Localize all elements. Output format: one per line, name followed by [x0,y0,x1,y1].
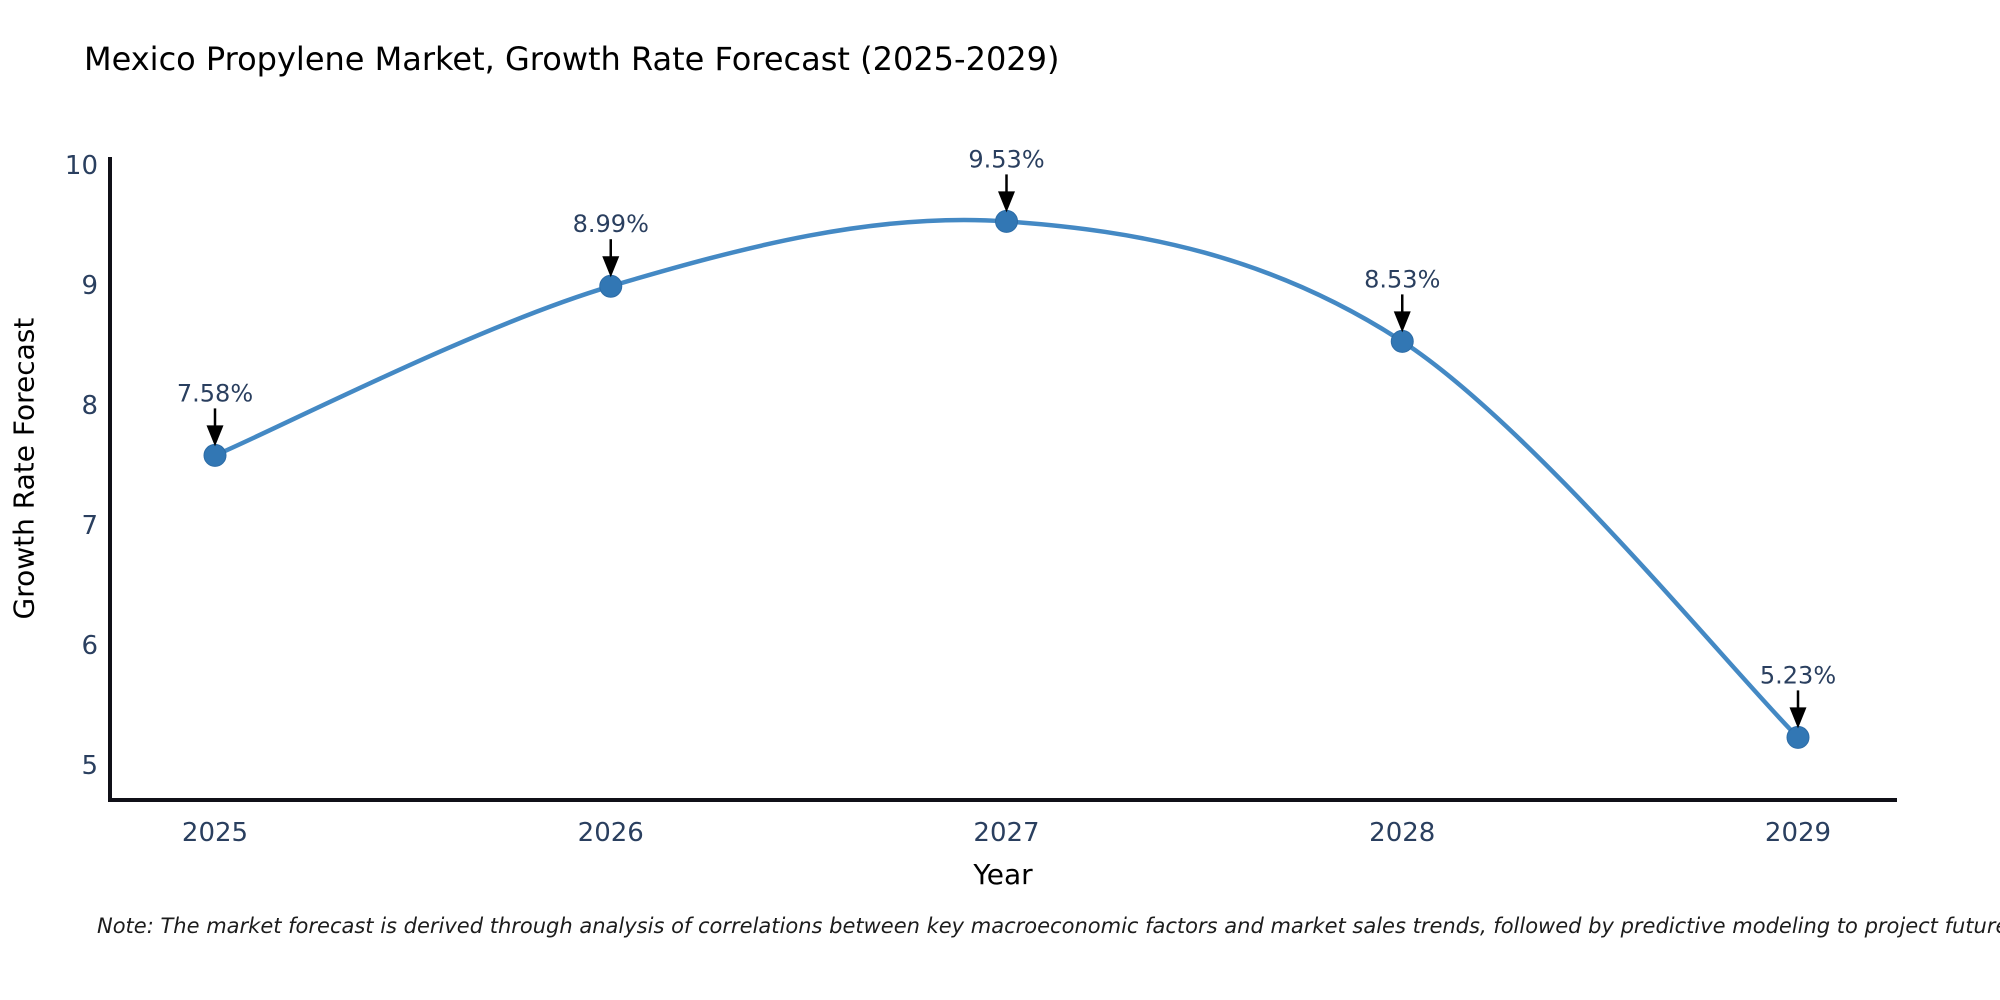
data-point-value-label: 8.99% [573,210,649,238]
annotation-arrow-head [206,425,224,447]
data-point-marker [599,274,623,298]
annotation-arrow-head [1393,311,1411,333]
chart-title: Mexico Propylene Market, Growth Rate For… [84,40,1060,78]
x-tick-label: 2029 [1765,818,1831,848]
data-point-value-label: 5.23% [1760,661,1836,689]
y-tick-label: 6 [81,631,98,661]
annotation-arrow-head [998,191,1015,213]
x-tick-label: 2028 [1369,818,1435,848]
x-tick-label: 2027 [973,818,1039,848]
y-tick-label: 9 [81,271,98,301]
footnote: Note: The market forecast is derived thr… [97,914,2000,938]
axis-lines [108,157,1897,802]
y-tick-label: 10 [65,151,98,181]
data-point-marker [995,209,1018,233]
data-point-marker [1390,329,1414,353]
data-point-value-label: 9.53% [968,145,1044,173]
x-tick-label: 2026 [578,818,644,848]
data-point-value-label: 8.53% [1364,265,1440,293]
annotation-arrow-head [602,256,620,278]
x-axis-title: Year [973,858,1033,891]
x-tick-label: 2025 [182,818,248,848]
y-tick-label: 7 [81,511,98,541]
y-axis-title: Growth Rate Forecast [7,317,41,620]
data-point-marker [1786,725,1810,749]
y-tick-label: 5 [81,751,98,781]
data-point-value-label: 7.58% [177,379,253,407]
y-tick-label: 8 [81,391,98,421]
forecast-line [212,217,1801,740]
annotation-arrow-head [1789,707,1807,729]
data-point-marker [203,443,227,467]
